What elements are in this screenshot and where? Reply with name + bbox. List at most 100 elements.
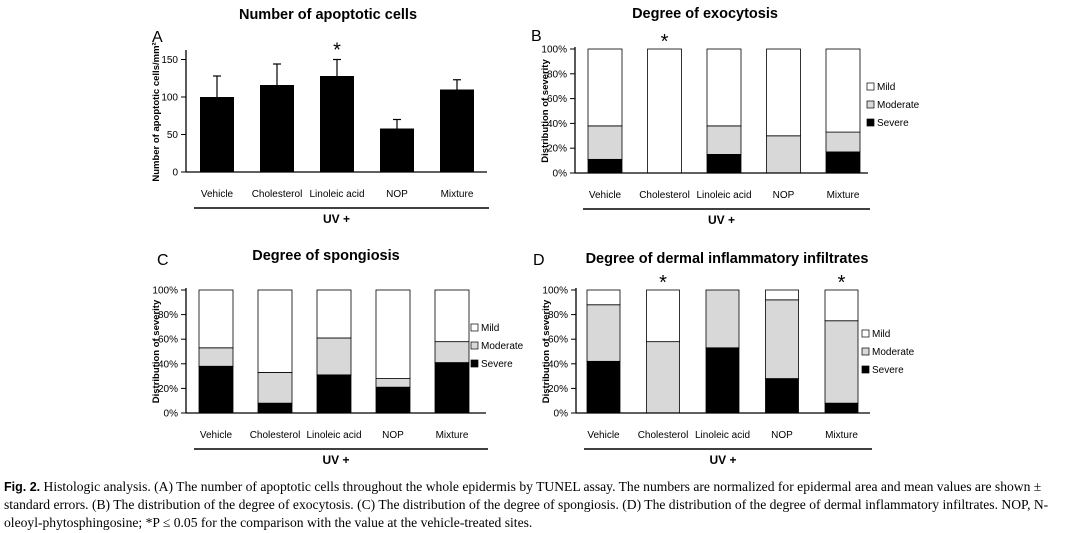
legend-swatch	[470, 359, 479, 368]
panel-letter: A	[152, 29, 163, 46]
bar-segment-severe	[824, 402, 859, 414]
x-tick-label: NOP	[382, 430, 404, 441]
x-tick-label: Mixture	[441, 189, 474, 200]
y-tick-label: 100%	[541, 45, 567, 56]
bar-segment-severe	[706, 153, 742, 174]
y-axis-label: Distribution of severity	[541, 299, 552, 403]
bar-segment-mild	[646, 289, 680, 343]
bar-segment-severe	[198, 365, 234, 414]
bar-segment-mild	[825, 48, 861, 133]
significance-asterisk: *	[838, 272, 846, 294]
x-tick-label: Cholesterol	[250, 430, 301, 441]
chart-title: Degree of exocytosis	[632, 6, 778, 22]
panel-letter: B	[531, 28, 542, 45]
y-tick-label: 80%	[547, 69, 567, 80]
legend-label: Mild	[872, 329, 890, 340]
legend-swatch	[866, 118, 875, 127]
y-tick-label: 60%	[547, 94, 567, 105]
x-tick-label: Vehicle	[200, 430, 233, 441]
bar-segment-severe	[825, 151, 861, 174]
bar-segment-mild	[586, 289, 621, 306]
legend-label: Mild	[481, 323, 499, 334]
legend-label: Mild	[877, 82, 895, 93]
chart-title: Degree of spongiosis	[252, 248, 399, 264]
bar-segment-severe	[587, 158, 623, 174]
y-tick-label: 100%	[542, 286, 568, 297]
bar-segment-severe	[586, 360, 621, 414]
y-tick-label: 40%	[547, 119, 567, 130]
chart-title: Number of apoptotic cells	[239, 7, 417, 23]
legend-swatch	[470, 323, 479, 332]
legend-label: Moderate	[872, 347, 915, 358]
legend-swatch	[866, 100, 875, 109]
bar-segment-moderate	[316, 337, 352, 376]
bar-segment-mild	[824, 289, 859, 322]
x-tick-label: NOP	[771, 430, 793, 441]
caption-text: Histologic analysis. (A) The number of a…	[4, 479, 1049, 530]
bar	[260, 85, 294, 172]
bar-segment-severe	[375, 386, 411, 414]
y-tick-label: 40%	[548, 359, 568, 370]
bar-segment-moderate	[375, 378, 411, 388]
bar-segment-mild	[434, 289, 470, 343]
bar-segment-moderate	[434, 341, 470, 363]
legend-swatch	[861, 365, 870, 374]
group-label: UV +	[323, 212, 350, 226]
x-tick-label: Vehicle	[201, 189, 234, 200]
chart-title: Degree of dermal inflammatory infiltrate…	[586, 251, 869, 267]
legend-label: Moderate	[481, 341, 524, 352]
bar	[380, 128, 414, 172]
bar-segment-mild	[647, 48, 682, 174]
y-tick-label: 20%	[548, 384, 568, 395]
x-tick-label: Mixture	[825, 430, 858, 441]
y-tick-label: 20%	[158, 384, 178, 395]
x-tick-label: Linoleic acid	[696, 190, 751, 201]
y-tick-label: 80%	[548, 310, 568, 321]
bar	[440, 89, 474, 172]
figure-caption: Fig. 2. Histologic analysis. (A) The num…	[4, 478, 1068, 532]
y-tick-label: 100%	[152, 286, 178, 297]
y-axis-label: Number of apoptotic cells/mm²	[151, 42, 162, 181]
bar	[200, 97, 234, 172]
bar-segment-moderate	[257, 372, 293, 404]
bar-segment-moderate	[646, 341, 680, 414]
significance-asterisk: *	[661, 31, 669, 53]
x-tick-label: Linoleic acid	[306, 430, 361, 441]
panel-A: Number of apoptotic cells A 0 50 100 150Numbe…	[151, 7, 489, 226]
y-tick-label: 0%	[553, 169, 568, 180]
bar-segment-mild	[587, 48, 623, 127]
caption-label: Fig. 2.	[4, 480, 41, 494]
legend-label: Moderate	[877, 100, 920, 111]
x-tick-label: Mixture	[436, 430, 469, 441]
x-tick-label: Mixture	[827, 190, 860, 201]
x-tick-label: Cholesterol	[639, 190, 690, 201]
bar-segment-severe	[765, 378, 799, 414]
x-tick-label: Linoleic acid	[309, 189, 364, 200]
bar-segment-moderate	[765, 299, 799, 379]
group-label: UV +	[709, 453, 736, 467]
bar-segment-mild	[375, 289, 411, 379]
bar-segment-moderate	[824, 320, 859, 404]
bar-segment-mild	[198, 289, 234, 349]
significance-asterisk: *	[333, 40, 341, 62]
figure-panels: Number of apoptotic cells A 0 50 100 150Numbe…	[151, 6, 920, 467]
y-axis-label: Distribution of severity	[151, 299, 162, 403]
y-axis-label: Distribution of severity	[540, 59, 551, 163]
legend-label: Severe	[877, 118, 909, 129]
legend-swatch	[866, 82, 875, 91]
legend-label: Severe	[872, 365, 904, 376]
legend-swatch	[861, 329, 870, 338]
panel-letter: D	[533, 252, 545, 269]
bar-segment-mild	[765, 289, 799, 301]
x-tick-label: NOP	[386, 189, 408, 200]
significance-asterisk: *	[659, 272, 667, 294]
y-tick-label: 20%	[547, 144, 567, 155]
bar-segment-mild	[316, 289, 352, 339]
bar-segment-severe	[434, 362, 470, 414]
legend-swatch	[470, 341, 479, 350]
y-tick-label: 40%	[158, 359, 178, 370]
y-tick-label: 100	[161, 93, 178, 104]
legend-swatch	[861, 347, 870, 356]
bar-segment-moderate	[198, 347, 234, 367]
bar-segment-mild	[766, 48, 801, 137]
